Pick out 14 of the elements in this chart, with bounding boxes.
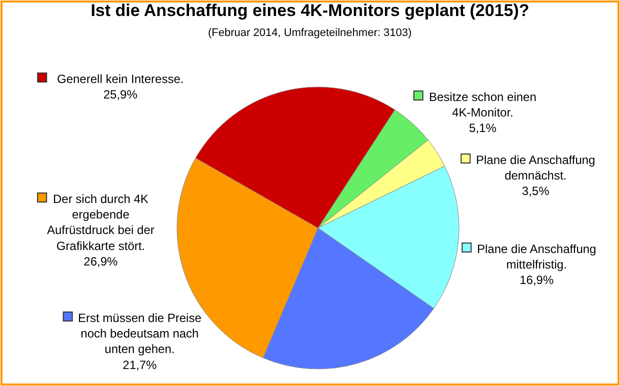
chart-title: Ist die Anschaffung eines 4K-Monitors geplant (2015)?: [90, 0, 530, 20]
legend-label: Plane die Anschaffung demnächst.: [476, 153, 596, 183]
data-label: 21,7%: [122, 358, 158, 372]
data-label: 25,9%: [103, 88, 138, 102]
data-label: 3,5%: [522, 184, 550, 198]
data-label: 16,9%: [520, 273, 554, 288]
legend-label: Erst müssen die Preise noch bedeutsam nach unten gehen.: [78, 311, 202, 356]
legend-label: Der sich durch 4K ergebende Aufrüstdruck bei der Grafikkarte stört.: [47, 192, 154, 253]
data-label: 26,9%: [84, 254, 118, 268]
data-label: 5,1%: [469, 121, 497, 136]
legend-label: Plane die Anschaffung mittelfristig.: [477, 242, 596, 272]
legend-label: Generell kein Interesse.: [57, 72, 184, 86]
chart-subtitle: (Februar 2014, Umfrageteilnehmer: 3103): [208, 27, 412, 39]
legend-label: Besitze schon einen 4K-Monitor.: [429, 90, 536, 120]
